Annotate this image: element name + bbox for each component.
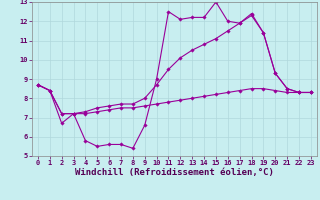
X-axis label: Windchill (Refroidissement éolien,°C): Windchill (Refroidissement éolien,°C) xyxy=(75,168,274,177)
